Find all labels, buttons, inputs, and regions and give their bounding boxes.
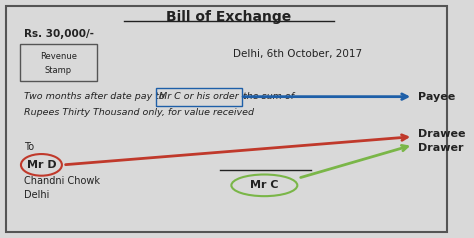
- Text: Drawee: Drawee: [418, 129, 465, 139]
- Text: Delhi, 6th October, 2017: Delhi, 6th October, 2017: [233, 49, 362, 59]
- Text: Mr C or his order: Mr C or his order: [159, 92, 238, 101]
- Text: Payee: Payee: [418, 92, 455, 102]
- Text: Rs. 30,000/-: Rs. 30,000/-: [24, 29, 94, 39]
- Text: Mr D: Mr D: [27, 160, 56, 170]
- Text: Mr C: Mr C: [250, 180, 279, 190]
- Text: Revenue: Revenue: [40, 52, 77, 61]
- Text: the sum of: the sum of: [240, 92, 294, 101]
- Text: Drawer: Drawer: [418, 144, 463, 154]
- Text: Rupees Thirty Thousand only, for value received: Rupees Thirty Thousand only, for value r…: [24, 108, 254, 117]
- Text: Stamp: Stamp: [45, 66, 72, 75]
- Text: Bill of Exchange: Bill of Exchange: [166, 10, 292, 24]
- FancyBboxPatch shape: [19, 44, 97, 81]
- Text: Two months after date pay to: Two months after date pay to: [24, 92, 168, 101]
- FancyBboxPatch shape: [6, 6, 447, 232]
- Text: Chandni Chowk: Chandni Chowk: [24, 176, 100, 186]
- Text: Delhi: Delhi: [24, 190, 49, 200]
- Text: To: To: [24, 142, 34, 152]
